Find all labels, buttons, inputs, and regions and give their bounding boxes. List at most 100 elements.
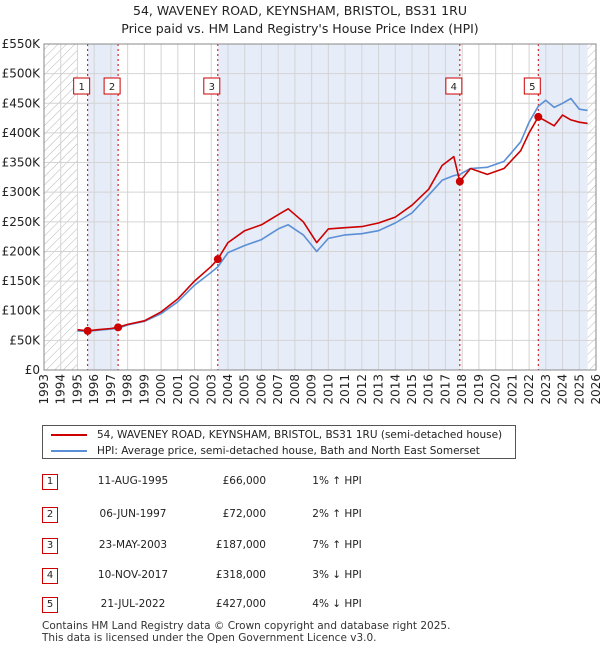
x-tick-label: 2012 [355, 374, 369, 405]
transaction-row: 5 21-JUL-2022 £427,000 4% ↓ HPI [42, 597, 562, 615]
sale-point [83, 326, 92, 335]
y-tick-label: £350K [2, 156, 42, 170]
sale-point [114, 323, 123, 332]
x-tick-label: 1999 [137, 374, 151, 405]
x-tick-label: 2024 [556, 374, 570, 405]
y-tick-label: £300K [2, 185, 42, 199]
sale-marker-box [73, 77, 91, 95]
no-data-hatch [587, 44, 596, 370]
x-tick-label: 2005 [238, 374, 252, 405]
transaction-price: £427,000 [215, 598, 266, 610]
x-tick-label: 1996 [87, 374, 101, 405]
x-tick-label: 1995 [70, 374, 84, 405]
chart-title: 54, WAVENEY ROAD, KEYNSHAM, BRISTOL, BS3… [133, 3, 467, 18]
transaction-hpi: 7% ↑ HPI [312, 539, 362, 551]
sale-marker-label: 4 [451, 82, 457, 93]
x-tick-label: 1994 [54, 374, 68, 405]
ownership-band [87, 44, 119, 370]
transaction-date: 23-MAY-2003 [98, 539, 168, 551]
x-tick-label: 2006 [254, 374, 268, 405]
y-tick-label: £0 [25, 363, 40, 377]
y-tick-label: £400K [2, 126, 42, 140]
y-tick-label: £250K [2, 215, 42, 229]
legend-item-property: 54, WAVENEY ROAD, KEYNSHAM, BRISTOL, BS3… [51, 427, 502, 443]
sale-marker-label: 1 [78, 82, 84, 93]
x-tick-label: 1993 [37, 374, 51, 405]
transaction-price: £187,000 [215, 539, 266, 551]
series-line-hpi [77, 97, 588, 332]
sale-marker-label: 2 [109, 82, 115, 93]
transaction-number: 3 [42, 538, 58, 554]
plot-frame [43, 43, 597, 371]
sale-marker-label: 3 [209, 82, 215, 93]
x-tick-label: 2001 [171, 374, 185, 405]
x-tick-label: 2021 [505, 374, 519, 405]
x-tick-label: 2018 [455, 374, 469, 405]
footer-license: This data is licensed under the Open Gov… [42, 632, 377, 644]
transaction-row: 2 06-JUN-1997 £72,000 2% ↑ HPI [42, 507, 562, 525]
x-tick-label: 2004 [221, 374, 235, 405]
x-tick-label: 2011 [338, 374, 352, 405]
transaction-price: £318,000 [215, 569, 266, 581]
x-tick-label: 2000 [154, 374, 168, 405]
y-tick-label: £150K [2, 274, 42, 288]
transaction-hpi: 2% ↑ HPI [312, 508, 362, 520]
legend-label-hpi: HPI: Average price, semi-detached house,… [97, 445, 480, 457]
x-tick-label: 2002 [188, 374, 202, 405]
transaction-row: 1 11-AUG-1995 £66,000 1% ↑ HPI [42, 474, 562, 492]
x-tick-label: 2008 [288, 374, 302, 405]
chart-subtitle: Price paid vs. HM Land Registry's House … [121, 21, 479, 36]
x-tick-label: 1998 [121, 374, 135, 405]
x-tick-label: 2009 [305, 374, 319, 405]
legend-swatch-hpi [51, 450, 87, 452]
transaction-number: 1 [42, 474, 58, 490]
x-tick-label: 2017 [438, 374, 452, 405]
chart-title-block: 54, WAVENEY ROAD, KEYNSHAM, BRISTOL, BS3… [0, 2, 600, 38]
transaction-number: 2 [42, 507, 58, 523]
price-chart: 1 2 3 4 5 £0 £50K £100K £150K £200K £250K £300K £35… [2, 37, 600, 405]
sale-marker-box [103, 77, 121, 95]
sale-point [455, 177, 464, 186]
x-tick-label: 2023 [539, 374, 553, 405]
x-tick-label: 2022 [522, 374, 536, 405]
x-tick-label: 2016 [422, 374, 436, 405]
x-tick-label: 2025 [572, 374, 586, 405]
sale-point [534, 112, 543, 121]
sale-marker-box [203, 77, 221, 95]
transaction-number: 5 [42, 597, 58, 613]
x-tick-label: 2020 [489, 374, 503, 405]
legend: 54, WAVENEY ROAD, KEYNSHAM, BRISTOL, BS3… [42, 425, 516, 459]
y-tick-label: £100K [2, 304, 42, 318]
x-tick-label: 2019 [472, 374, 486, 405]
x-tick-label: 2014 [388, 374, 402, 405]
transaction-hpi: 1% ↑ HPI [312, 475, 362, 487]
transaction-price: £72,000 [222, 508, 266, 520]
ownership-band [217, 44, 460, 370]
x-tick-label: 2015 [405, 374, 419, 405]
transaction-date: 21-JUL-2022 [100, 598, 166, 610]
footer-copyright: Contains HM Land Registry data © Crown c… [42, 620, 451, 632]
x-tick-label: 2003 [204, 374, 218, 405]
transaction-hpi: 4% ↓ HPI [312, 598, 362, 610]
transaction-date: 11-AUG-1995 [97, 475, 169, 487]
transaction-date: 06-JUN-1997 [99, 508, 167, 520]
transaction-price: £66,000 [222, 475, 266, 487]
y-tick-label: £200K [2, 244, 42, 258]
legend-swatch-property [51, 434, 87, 436]
x-tick-label: 2010 [321, 374, 335, 405]
footer: Contains HM Land Registry data © Crown c… [42, 620, 450, 644]
sale-marker-box [445, 77, 463, 95]
legend-label-property: 54, WAVENEY ROAD, KEYNSHAM, BRISTOL, BS3… [97, 429, 503, 441]
x-tick-label: 2026 [589, 374, 600, 405]
transaction-date: 10-NOV-2017 [97, 569, 169, 581]
sale-marker-box [523, 77, 541, 95]
y-tick-label: £450K [2, 96, 42, 110]
y-tick-label: £550K [2, 37, 42, 51]
legend-item-hpi: HPI: Average price, semi-detached house,… [51, 443, 480, 459]
transaction-row: 3 23-MAY-2003 £187,000 7% ↑ HPI [42, 538, 562, 556]
x-tick-label: 1997 [104, 374, 118, 405]
y-tick-label: £500K [2, 67, 42, 81]
sale-point [213, 255, 222, 264]
x-tick-label: 2013 [372, 374, 386, 405]
x-tick-label: 2007 [271, 374, 285, 405]
